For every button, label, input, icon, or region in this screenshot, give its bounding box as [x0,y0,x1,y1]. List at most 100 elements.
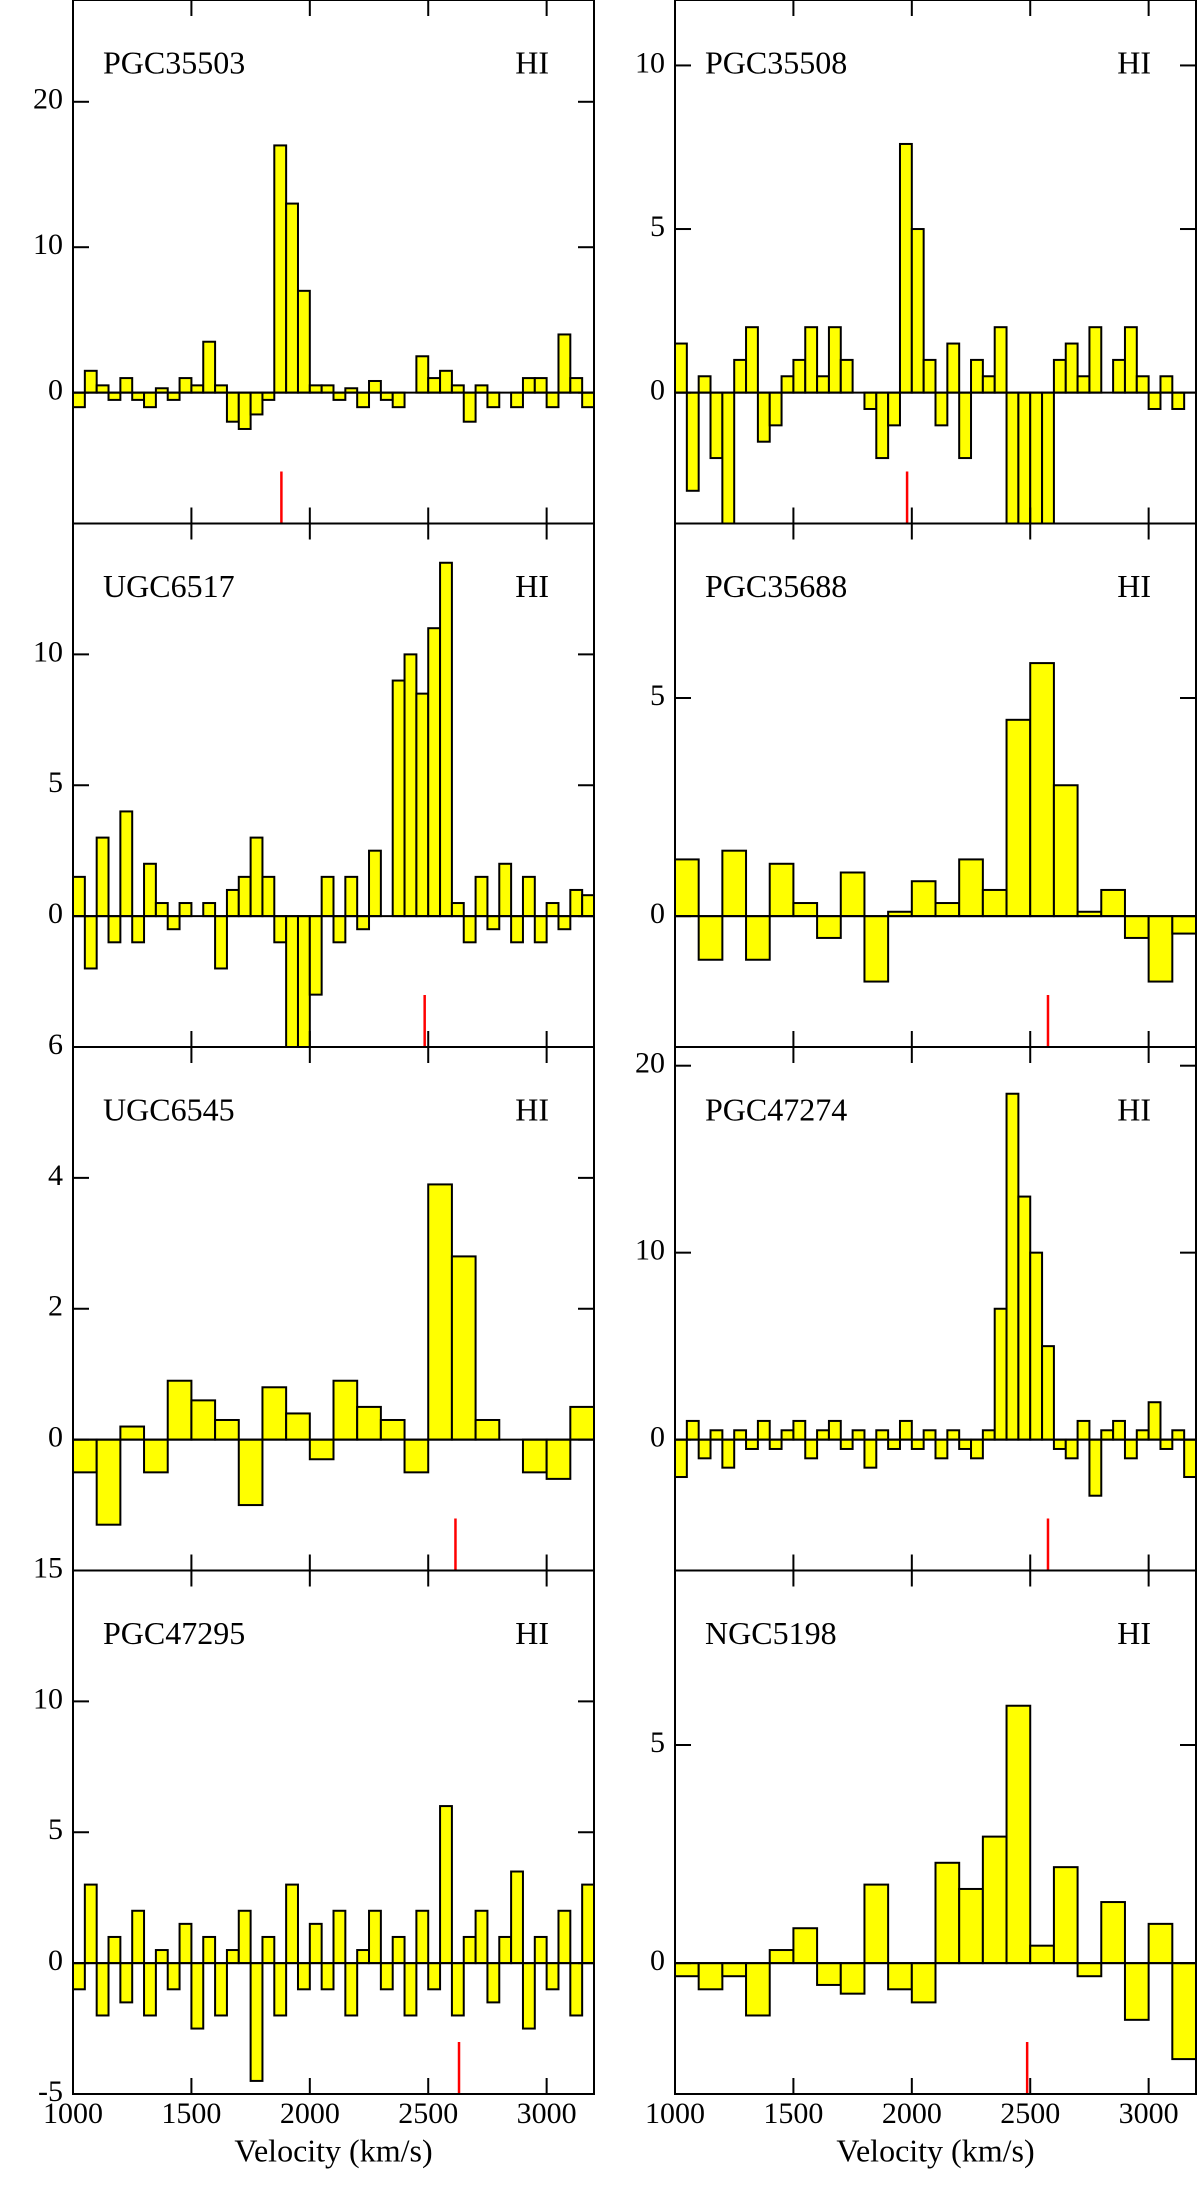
bin [910,228,925,394]
bin [922,1429,937,1441]
bin [83,915,98,970]
bin [545,391,560,409]
y-tick-label: 5 [48,766,63,799]
bin [839,871,866,918]
bin [946,1429,961,1441]
bin [958,858,984,918]
bin [368,1909,382,1965]
bin [1005,1704,1032,1965]
bin [131,1909,146,1965]
bin [1052,1866,1079,1965]
bin [981,1835,1008,1965]
bin [119,810,134,918]
bin [510,1870,524,1965]
bin [1005,391,1020,524]
bin [1052,1438,1067,1450]
spectrum [73,1805,594,2094]
bin [1147,1401,1162,1441]
bin [910,1438,925,1450]
bin [498,862,513,918]
bin [214,384,228,394]
bin [1076,375,1091,394]
panel-title: PGC47295 [103,1615,245,1651]
bin [1112,1419,1126,1441]
y-tick-label: 0 [650,897,665,930]
bin [557,1909,572,1965]
bin [166,1379,193,1441]
y-tick-label: 0 [650,1421,665,1454]
bin [934,902,961,918]
bin [356,1949,371,1965]
x-tick-label: 2000 [280,2097,340,2130]
bin [450,384,465,394]
bin [1112,358,1126,394]
bin [474,1418,501,1441]
bin [166,915,181,931]
bin [1088,1438,1103,1497]
y-tick-label: 0 [650,374,665,407]
bin [320,1962,335,1991]
bin [285,202,299,394]
bin [237,875,252,918]
bin [1123,915,1150,939]
bin [249,836,264,918]
bin [285,1883,299,1965]
spectrum [73,144,594,524]
bin [675,1962,700,1978]
bin [875,1429,890,1441]
spectrum [675,1704,1196,2094]
bin [970,1438,984,1460]
bin [1029,1251,1044,1441]
panel: 0 10 20 PGC47274 HI [635,1046,1197,1572]
bin [733,358,748,394]
panel: 0 5 1000 1500 2000 2500 3000 Velocity (km/s) NGC… [645,1569,1197,2168]
panel-title: PGC35688 [705,568,847,604]
bin [1135,1429,1150,1441]
bin [545,1438,572,1480]
bin [934,391,949,427]
bin [697,375,712,394]
bin [958,391,973,460]
bin [745,326,759,394]
bin [827,326,842,394]
panel: 0 5 10 UGC6517 HI [33,522,595,1048]
bin [1171,1962,1196,2061]
bin [273,915,288,944]
line-label: HI [1117,568,1151,604]
bin [439,369,453,394]
y-tick-label: 15 [33,1551,63,1584]
y-tick-label: 10 [33,1682,63,1715]
bin [391,679,406,918]
bin [521,875,536,918]
x-tick-label: 1000 [43,2097,103,2130]
bin [95,836,110,918]
bin [545,902,560,918]
bin [1100,1901,1126,1965]
bin [450,902,465,918]
bin [166,391,181,401]
bin [261,391,276,401]
bin [379,1418,406,1441]
bin [697,915,724,961]
bin [1029,662,1055,918]
bin [839,1438,854,1450]
bin [273,1962,288,2017]
bin [131,391,146,401]
panel: 0 10 20 PGC35503 HI [33,0,595,525]
bin [685,1419,700,1441]
bin [1135,375,1150,394]
x-tick-label: 1500 [161,2097,221,2130]
bin [816,375,830,394]
bin [792,1927,819,1965]
bin [296,289,311,394]
bin [403,1438,430,1474]
bin [143,1962,157,2017]
bin [308,915,323,996]
bin [119,377,134,394]
bin [981,375,996,394]
bin [709,391,724,460]
bin [721,849,748,918]
bin [415,692,430,918]
bin [95,384,110,394]
bin [178,377,193,394]
